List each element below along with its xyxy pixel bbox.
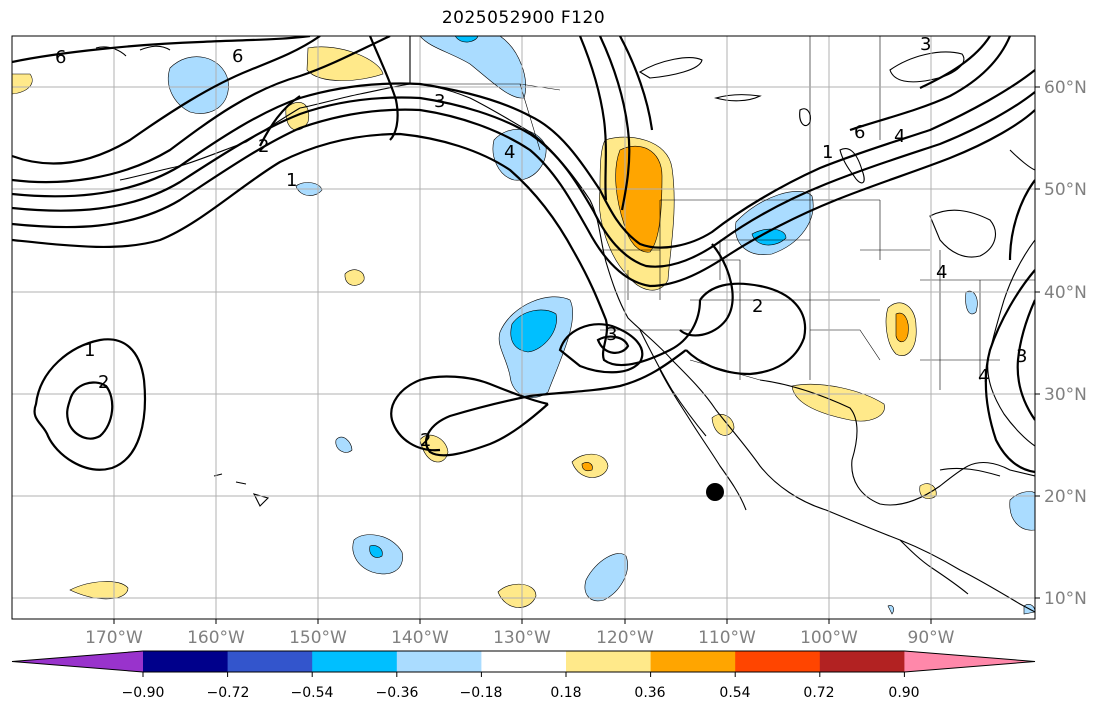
colorbar-label: −0.90 — [122, 685, 165, 701]
positive-anomaly-shading — [12, 46, 937, 608]
lon-label: 120°W — [596, 628, 654, 648]
lat-label: 60°N — [1044, 78, 1087, 98]
lat-label: 30°N — [1044, 385, 1087, 405]
colorbar-label: −0.54 — [291, 685, 334, 701]
contour-lines — [12, 36, 1035, 474]
colorbar-segment — [396, 651, 482, 672]
contour-label: 4 — [504, 142, 515, 163]
colorbar-segment — [650, 651, 736, 672]
colorbar-segment — [735, 651, 821, 672]
colorbar — [11, 650, 1036, 677]
colorbar-label: 0.54 — [719, 685, 750, 701]
colorbar-tick-labels: −0.90 −0.72 −0.54 −0.36 −0.18 0.18 0.36 … — [122, 685, 920, 701]
contour-label: 6 — [55, 47, 66, 68]
map-title: 2025052900 F120 — [441, 8, 606, 28]
colorbar-label: 0.18 — [550, 685, 581, 701]
contour-label: 2 — [752, 296, 763, 317]
contour-label: 6 — [854, 122, 865, 143]
colorbar-segment — [312, 651, 398, 672]
colorbar-segment — [143, 651, 229, 672]
colorbar-label: 0.90 — [888, 685, 919, 701]
contour-label: 3 — [434, 91, 445, 112]
longitude-labels: 170°W 160°W 150°W 140°W 130°W 120°W 110°… — [85, 628, 955, 648]
lon-label: 140°W — [391, 628, 449, 648]
lon-label: 130°W — [493, 628, 551, 648]
lon-label: 90°W — [908, 628, 955, 648]
contour-label-group: 6 6 2 1 3 2 3 4 6 4 4 2 3 1 2 3 1 4 — [55, 34, 1027, 451]
contour-label: 1 — [822, 142, 833, 163]
contour-label: 1 — [286, 170, 297, 191]
coastlines — [95, 36, 1035, 613]
lat-label: 10°N — [1044, 589, 1087, 609]
colorbar-segment — [227, 651, 313, 672]
axis-ticks — [113, 86, 1040, 624]
colorbar-label: −0.36 — [376, 685, 419, 701]
colorbar-segment — [819, 651, 905, 672]
location-marker — [706, 483, 724, 501]
contour-label: 3 — [606, 324, 617, 345]
colorbar-label: 0.36 — [634, 685, 665, 701]
lon-label: 170°W — [85, 628, 143, 648]
colorbar-segment — [566, 651, 652, 672]
map-frame — [11, 35, 1036, 620]
contour-label: 1 — [84, 340, 95, 361]
contour-label: 3 — [920, 34, 931, 55]
colorbar-label: −0.18 — [460, 685, 503, 701]
contour-label: 4 — [894, 126, 905, 147]
lon-label: 110°W — [698, 628, 756, 648]
contour-label: 2 — [420, 430, 431, 451]
colorbar-extend-high — [904, 651, 1035, 672]
colorbar-label: −0.72 — [207, 685, 250, 701]
lat-label: 50°N — [1044, 180, 1087, 200]
lon-label: 160°W — [187, 628, 245, 648]
lat-label: 20°N — [1044, 487, 1087, 507]
graticule — [12, 36, 1035, 619]
lon-label: 150°W — [289, 628, 347, 648]
colorbar-extend-low — [12, 651, 143, 672]
lat-label: 40°N — [1044, 283, 1087, 303]
map-area: 6 6 2 1 3 2 3 4 6 4 4 2 3 1 2 3 1 4 — [12, 34, 1035, 619]
contour-label: 2 — [98, 372, 109, 393]
contour-label: 3 — [1016, 346, 1027, 367]
lon-label: 100°W — [800, 628, 858, 648]
contour-label: 6 — [232, 46, 243, 67]
colorbar-segment — [481, 651, 567, 672]
colorbar-label: 0.72 — [803, 685, 834, 701]
contour-label: 2 — [258, 136, 269, 157]
latitude-labels: 60°N 50°N 40°N 30°N 20°N 10°N — [1044, 78, 1087, 609]
contour-label: 4 — [936, 262, 947, 283]
contour-label: 4 — [978, 366, 989, 387]
